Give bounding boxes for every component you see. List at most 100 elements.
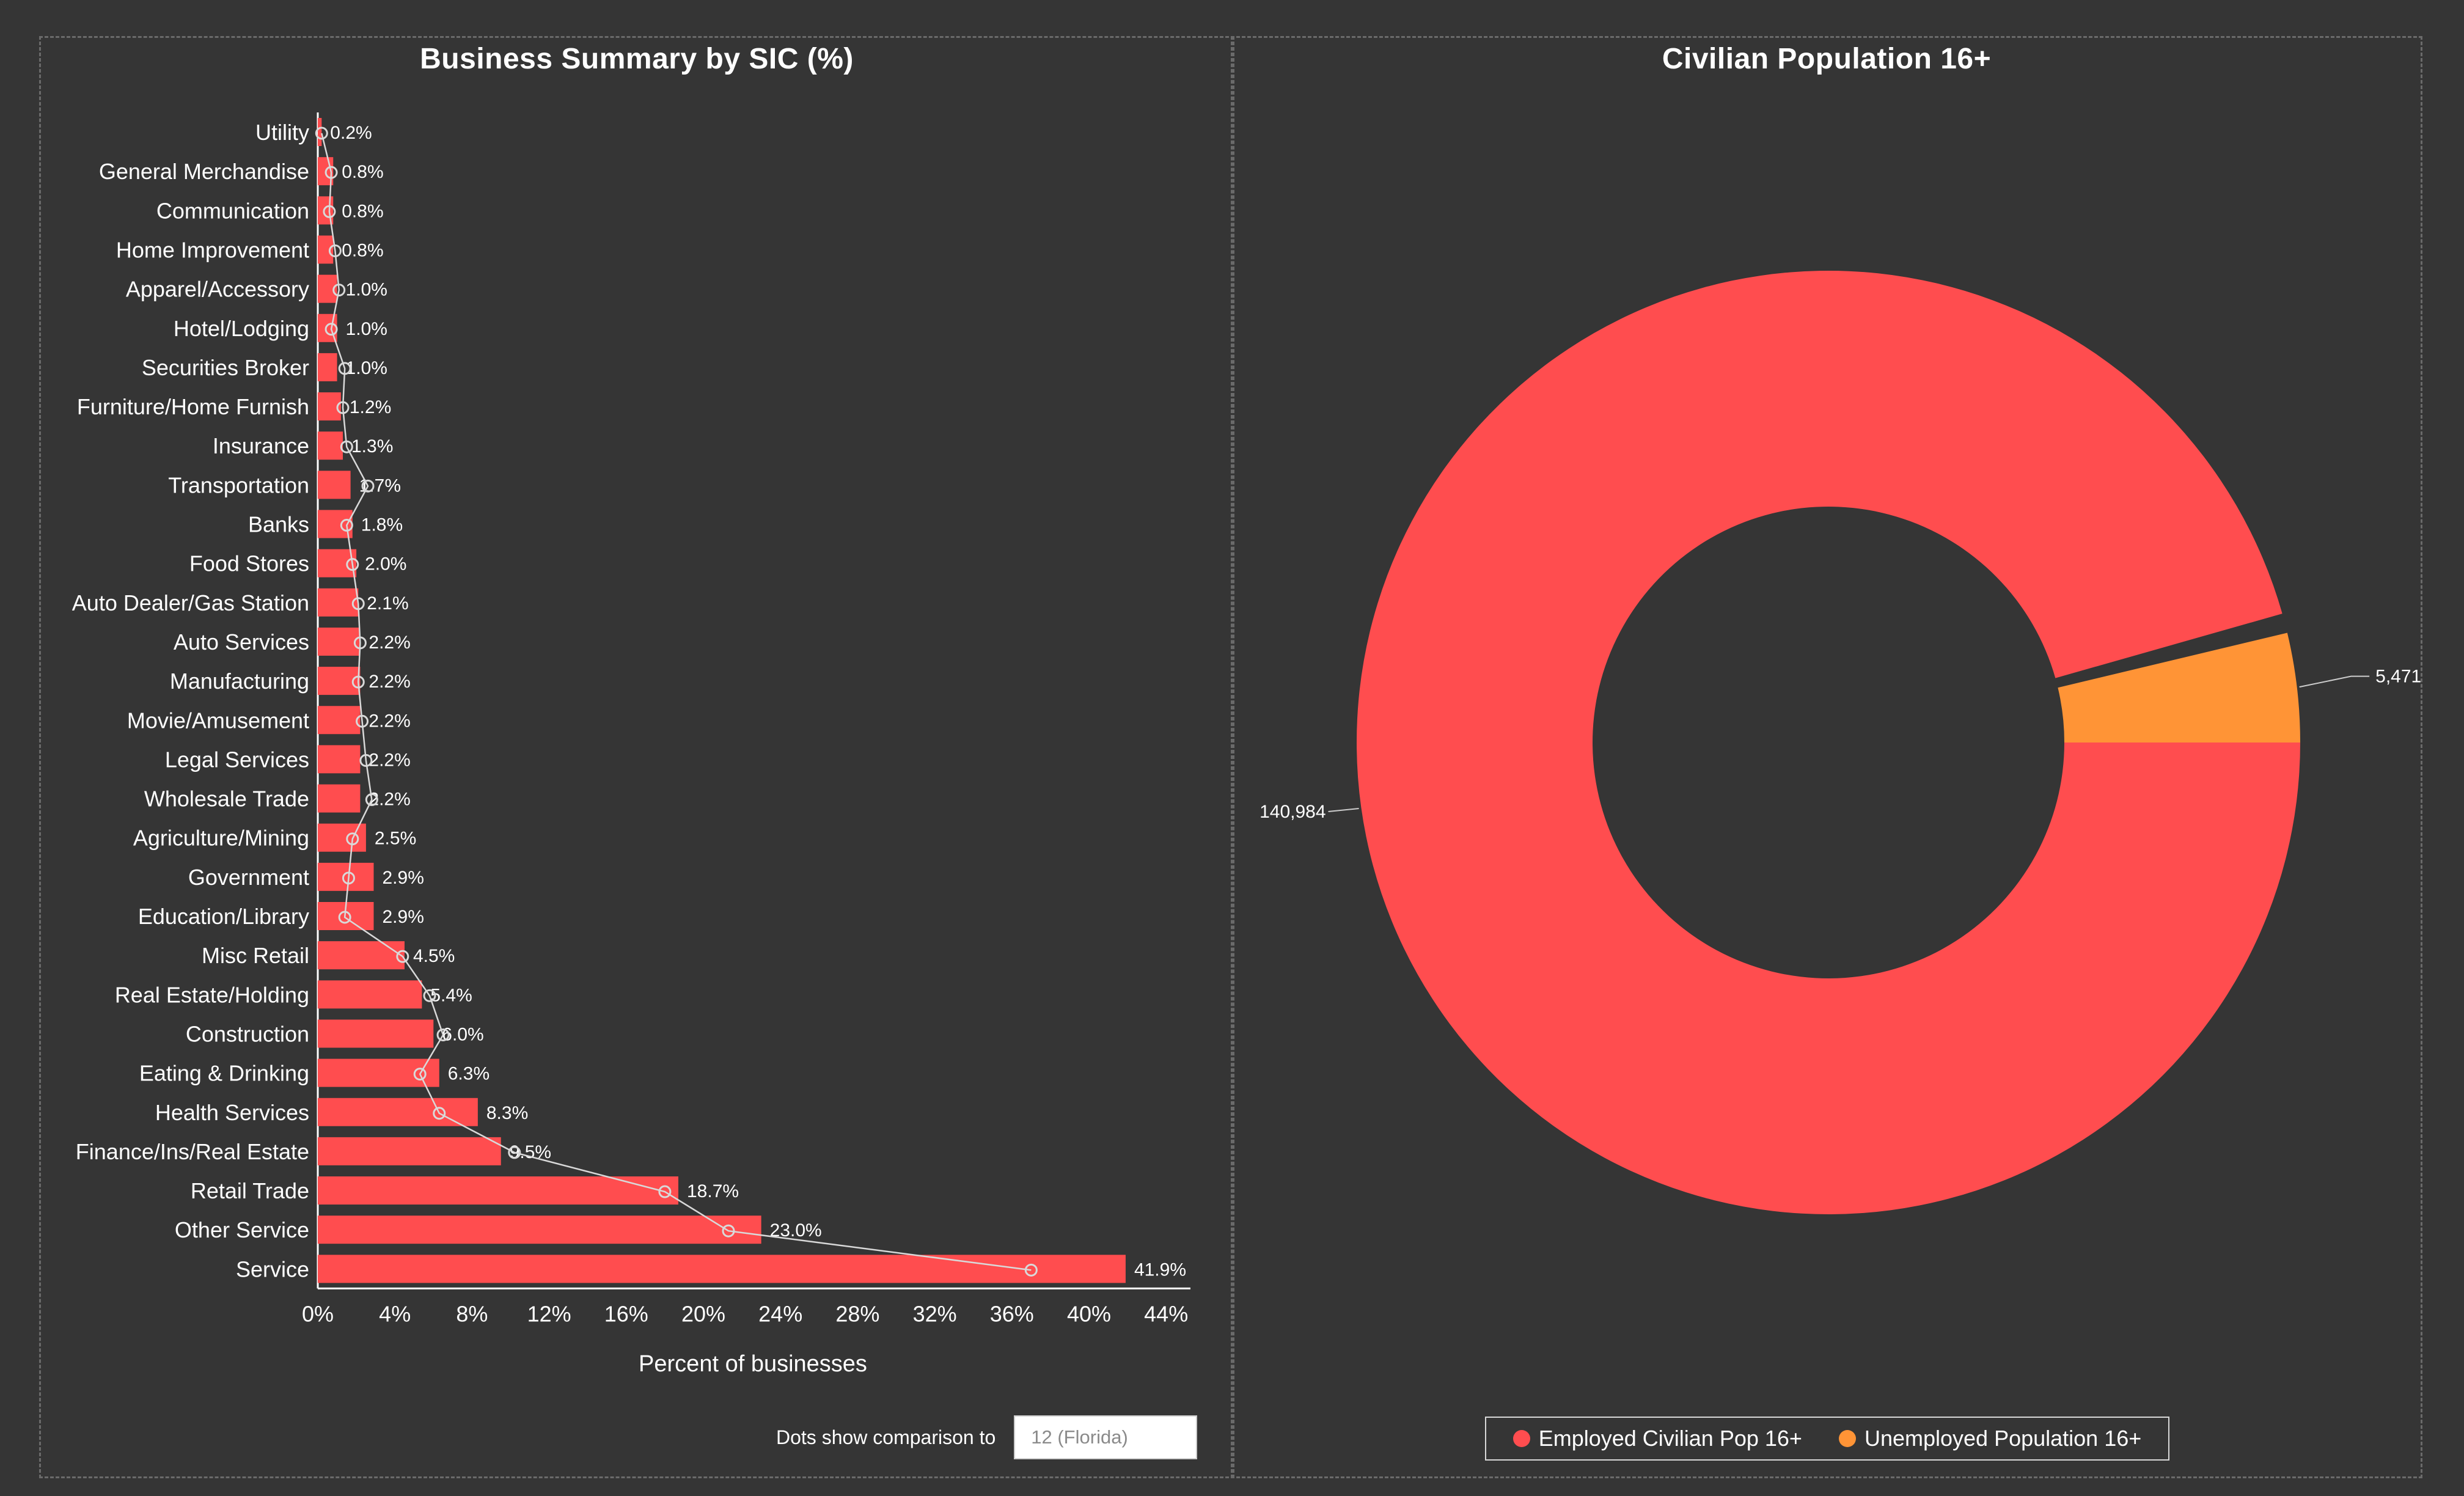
bar [318,353,337,381]
category-label: Legal Services [165,747,309,772]
comparison-dot [338,911,351,924]
legend-item-unemployed[interactable]: Unemployed Population 16+ [1838,1426,2142,1451]
comparison-dot [328,244,342,257]
category-label: Insurance [213,433,309,458]
bar [318,1098,478,1126]
bar [318,1019,434,1048]
legend-label-unemployed: Unemployed Population 16+ [1864,1426,2142,1451]
category-label: Service [236,1256,309,1282]
category-label: Construction [186,1021,309,1046]
comparison-dot [433,1107,446,1120]
data-label: 4.5% [413,946,455,966]
x-tick-label: 44% [1144,1301,1188,1326]
data-label: 2.2% [369,750,410,770]
x-axis-title: Percent of businesses [639,1351,867,1377]
x-tick-label: 32% [913,1301,957,1326]
category-label: Health Services [155,1100,309,1125]
x-tick-label: 24% [758,1301,802,1326]
bar [318,784,361,813]
comparison-dot [436,1028,450,1041]
bar [318,118,322,146]
data-label: 2.5% [375,829,416,849]
category-label: Auto Services [174,629,309,654]
data-label: 6.3% [448,1064,490,1084]
data-label: 2.9% [382,868,424,888]
data-label-unemployed: 5,471 [2375,667,2421,687]
category-label: Home Improvement [116,237,309,262]
x-tick-label: 16% [604,1301,648,1326]
category-label: Agriculture/Mining [133,826,309,851]
category-label: Movie/Amusement [127,708,309,733]
comparison-dot [340,440,353,453]
bar [318,1137,501,1165]
bar [318,1216,761,1244]
category-label: Auto Dealer/Gas Station [72,590,309,615]
category-label: Wholesale Trade [144,787,309,812]
legend-item-employed[interactable]: Employed Civilian Pop 16+ [1513,1426,1802,1451]
x-tick-label: 12% [527,1301,571,1326]
data-label: 0.8% [342,162,383,182]
x-tick-label: 8% [456,1301,488,1326]
comparison-dot [351,675,365,689]
donut-slice-unemployed [2058,632,2300,743]
category-label: Hotel/Lodging [174,316,309,341]
bar [318,1255,1126,1283]
data-label: 2.0% [365,554,406,574]
data-label: 41.9% [1134,1260,1186,1280]
comparison-dot [423,989,436,1002]
data-label: 0.8% [342,201,383,221]
comparison-dot [346,558,359,571]
x-tick-label: 0% [302,1301,334,1326]
data-label: 5.4% [430,985,472,1005]
category-label: Banks [248,512,309,537]
data-label: 0.2% [330,123,372,143]
comparison-dot [658,1185,672,1198]
comparison-dot [353,636,367,650]
data-label: 1.3% [351,436,393,457]
x-tick-label: 40% [1067,1301,1111,1326]
bar [318,941,405,970]
leader-line-employed [1328,808,1359,812]
x-tick-label: 28% [835,1301,879,1326]
bar [318,1176,678,1205]
category-label: Food Stores [189,551,309,576]
category-label: Apparel/Accessory [126,277,309,302]
data-label: 2.2% [369,672,410,692]
category-label: General Merchandise [99,159,309,184]
comparison-line [321,133,1032,1271]
business-summary-panel [39,36,1234,1478]
comparison-dot [722,1224,735,1238]
comparison-select[interactable]: 12 (Florida) [1014,1415,1198,1459]
data-label: 18.7% [687,1181,739,1201]
bar [318,549,357,578]
category-label: Manufacturing [170,669,309,694]
data-label: 2.2% [369,632,410,653]
x-tick-label: 4% [379,1301,411,1326]
bar [318,627,361,656]
bar [318,862,374,891]
business-bar-chart: Utility 0.2% General Merchandise 0.8% Commun… [72,112,1190,1377]
data-label: 1.7% [359,475,401,496]
bar [318,431,343,460]
category-label: Utility [255,120,309,145]
comparison-dot [361,479,375,493]
comparison-dot [346,832,359,846]
category-label: Other Service [175,1217,309,1242]
comparison-dot [336,401,350,414]
comparison-dot [338,362,351,375]
comparison-dot [359,754,373,767]
x-tick-label: 20% [681,1301,725,1326]
category-label: Communication [156,198,309,223]
bar-chart-title: Business Summary by SIC (%) [420,43,854,75]
category-label: Eating & Drinking [139,1061,309,1086]
data-label: 1.8% [361,515,403,535]
comparison-dot [332,284,346,297]
comparison-dot [1024,1263,1038,1277]
comparison-dot [508,1146,521,1159]
data-label: 2.2% [369,790,410,810]
category-label: Securities Broker [142,355,309,380]
data-label: 8.3% [486,1103,528,1123]
x-tick-label: 36% [990,1301,1034,1326]
comparison-dot [324,166,338,179]
legend-swatch-unemployed [1838,1430,1856,1447]
